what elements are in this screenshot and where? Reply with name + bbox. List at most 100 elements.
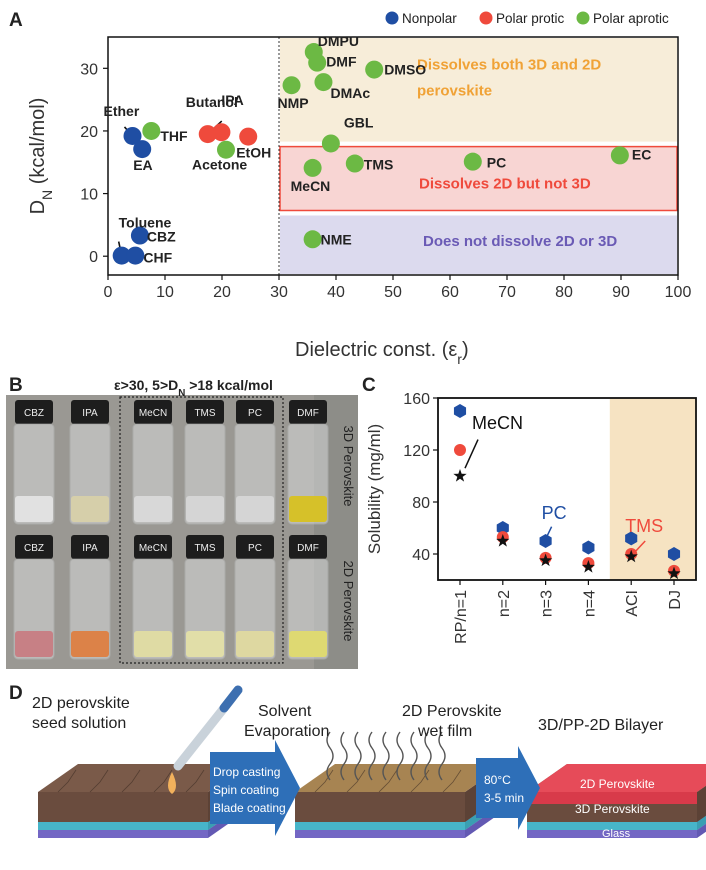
vial-liquid (134, 496, 172, 522)
slab3-glass-side (697, 823, 706, 838)
legend-label: Polar protic (496, 11, 565, 26)
vial-cap (289, 400, 327, 424)
x-tick-label: 70 (498, 284, 516, 301)
vial-cap (15, 400, 53, 424)
point-label-nmp: NMP (278, 95, 309, 111)
vial-liquid (289, 631, 327, 657)
point-label-dmac: DMAc (330, 85, 370, 101)
vial-cap (134, 400, 172, 424)
vial-label: MeCN (139, 543, 167, 554)
pc-marker (539, 534, 552, 548)
region-label-1: Dissolves 2D but not 3D (419, 176, 591, 193)
point-label-ec: EC (632, 146, 651, 162)
layer-2d-front (527, 792, 697, 804)
vapor-line (354, 731, 362, 781)
point-label-ea: EA (133, 157, 152, 173)
x-tick-label: 60 (441, 284, 459, 301)
pc-marker (582, 540, 595, 555)
y-tick-label: 10 (80, 187, 98, 204)
point-dmf (308, 53, 327, 72)
vial-cap (134, 535, 172, 559)
mecn-marker (624, 549, 638, 563)
vial-liquid (236, 496, 274, 522)
x-tick-label: DJ (667, 590, 684, 610)
point-tms (345, 154, 364, 173)
x-tick-label: 20 (213, 284, 231, 301)
point-pc (463, 152, 482, 171)
layer-2d-label: 2D Perovskite (580, 777, 655, 791)
y-tick-label: 30 (80, 61, 98, 78)
x-tick-label: 100 (665, 284, 692, 301)
mecn-marker (453, 469, 467, 482)
slab1-crack (121, 769, 141, 793)
vial-liquid (186, 631, 224, 657)
point-label-nme: NME (321, 231, 352, 247)
point-toluene (112, 246, 131, 265)
mecn-marker (667, 566, 681, 580)
point-label-pc: PC (487, 155, 506, 171)
vapor-line (340, 731, 348, 781)
x-axis-label: Dielectric const. (εr) (295, 339, 469, 367)
vial-cap (15, 535, 53, 559)
panel-label-a: A (9, 10, 23, 31)
process-arrow-1 (210, 740, 300, 836)
row-label-0: 3D Perovskite (341, 426, 356, 507)
region-0 (280, 38, 677, 142)
panel-label-d: D (9, 683, 23, 704)
vapor-line (368, 731, 376, 781)
y-tick-label: 160 (403, 391, 430, 408)
x-tick-label: ACI (624, 590, 641, 617)
panel-d-process-schematic: 2D perovskite seed solution Solvent Evapora… (32, 685, 706, 840)
vial-label: PC (248, 543, 262, 554)
panel-b-header: ε>30, 5>DN >18 kcal/mol (114, 377, 273, 396)
point-label-acetone: Acetone (192, 157, 247, 173)
y-tick-label: 0 (89, 249, 98, 266)
x-tick-label: n=3 (539, 590, 556, 617)
slab1-crack (57, 769, 77, 793)
row-label-1: 2D Perovskite (341, 561, 356, 642)
vial-label: DMF (297, 543, 319, 554)
bilayer-title: 3D/PP-2D Bilayer (538, 717, 664, 734)
pc-marker (496, 521, 509, 535)
slab1-front (38, 792, 208, 822)
vial-cap (186, 535, 224, 559)
point-butanol (198, 125, 217, 144)
vial-liquid (134, 631, 172, 657)
legend-marker (385, 11, 399, 25)
x-tick-label: n=2 (496, 590, 513, 617)
layer-3d-label: 3D Perovskite (575, 802, 650, 816)
vial-cap (289, 535, 327, 559)
point-acetone (216, 140, 235, 159)
vial-label: TMS (194, 408, 215, 419)
point-ec (610, 146, 629, 165)
y-tick-label: 40 (412, 547, 430, 564)
slab3-glass-front (527, 830, 697, 838)
point-label-ipa: IPA (221, 92, 243, 108)
arrow1-text: Blade coating (213, 801, 286, 815)
vial-cap (71, 400, 109, 424)
point-label-etoh: EtOH (236, 145, 271, 161)
tms-marker (454, 444, 466, 456)
seed-label-2: seed solution (32, 715, 126, 732)
slab2-crack (378, 769, 398, 793)
point-label-dmf: DMF (326, 54, 357, 70)
legend-label: Nonpolar (402, 11, 457, 26)
vial-liquid (289, 496, 327, 522)
point-nmp (282, 76, 301, 95)
slab3-side (697, 785, 706, 822)
panel-c-solubility-chart: 40 80 120 160 RP/n=1 n=2 n=3 n=4 ACI DJ Solubility… (365, 391, 697, 644)
wet-label-1: 2D Perovskite (402, 703, 502, 720)
vial-label: TMS (194, 543, 215, 554)
pc-marker (625, 531, 638, 546)
point-etoh (239, 127, 258, 146)
slab2-crack (314, 769, 334, 793)
x-tick-label: RP/n=1 (453, 590, 470, 644)
arrow1-text: Spin coating (213, 783, 279, 797)
slab2-glass-front (295, 830, 465, 838)
point-dmso (365, 60, 384, 79)
slab3-cyan-side (697, 815, 706, 830)
evap-label-2: Evaporation (244, 723, 329, 740)
point-thf (142, 121, 161, 140)
legend-marker (576, 11, 590, 25)
slab2-crack (346, 769, 366, 793)
